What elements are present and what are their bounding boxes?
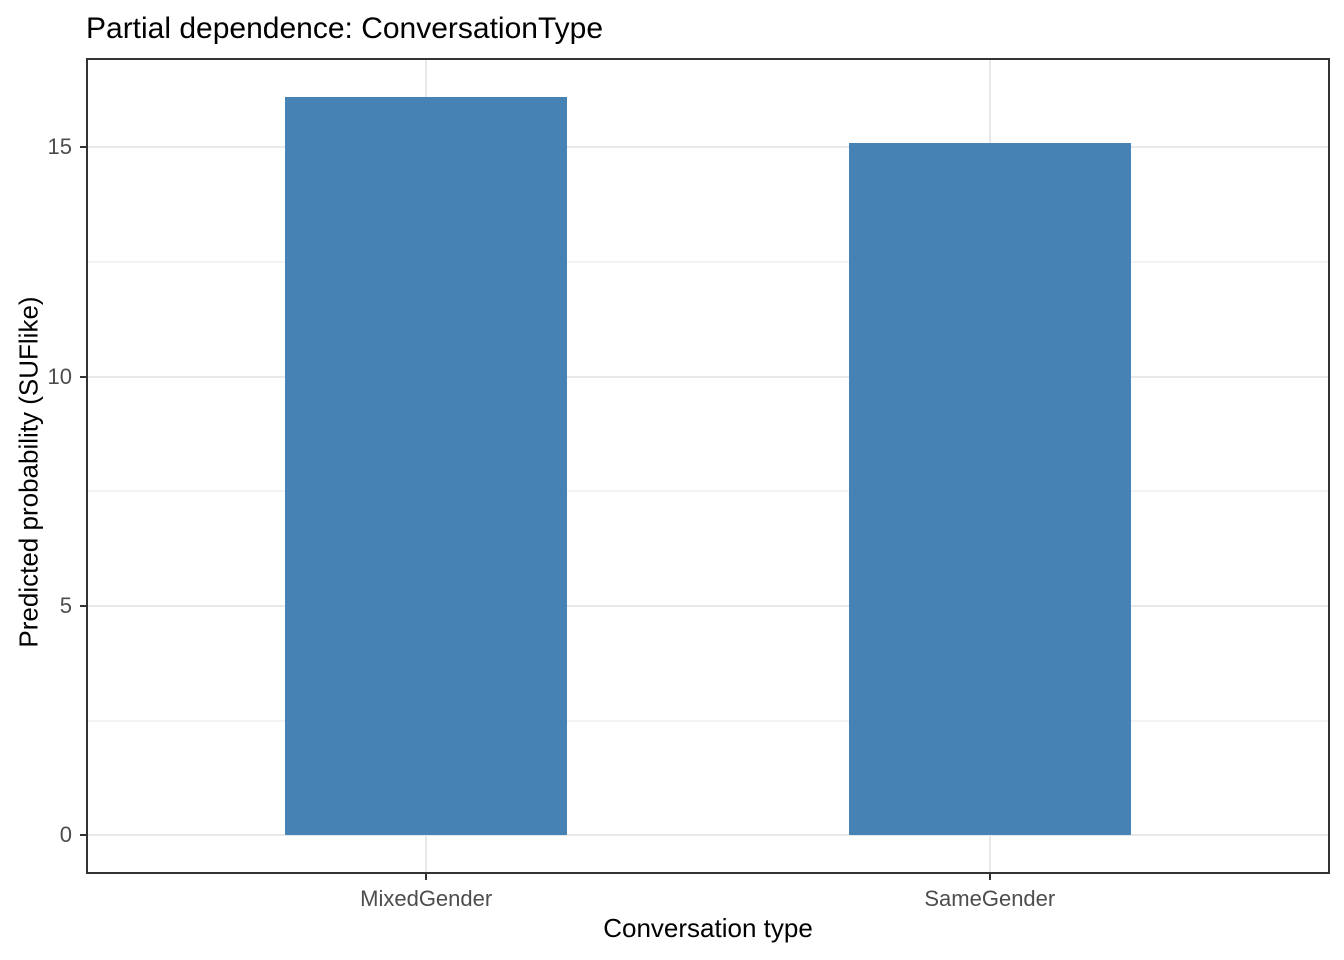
x-axis-title: Conversation type — [603, 913, 813, 943]
gridline-major — [88, 146, 1328, 149]
gridline-minor — [88, 260, 1328, 263]
y-tick-label: 0 — [59, 822, 72, 848]
gridline-major — [88, 604, 1328, 607]
x-tick-mark — [425, 872, 428, 880]
gridline-minor — [88, 719, 1328, 722]
y-tick-mark — [80, 146, 88, 149]
x-tick-mark — [988, 872, 991, 880]
y-tick-mark — [80, 834, 88, 837]
plot-panel — [86, 58, 1330, 874]
bar-MixedGender — [285, 96, 568, 836]
y-tick-label: 15 — [47, 134, 72, 160]
bars-layer — [88, 60, 1328, 872]
y-tick-label: 5 — [59, 592, 72, 618]
bar-SameGender — [848, 142, 1131, 836]
chart-title: Partial dependence: ConversationType — [86, 12, 604, 45]
x-tick-label-SameGender: SameGender — [924, 886, 1056, 911]
x-tick-label-MixedGender: MixedGender — [360, 886, 493, 911]
y-tick-label: 10 — [47, 363, 72, 389]
gridline-major — [88, 834, 1328, 837]
y-tick-mark — [80, 375, 88, 378]
gridline-major — [88, 375, 1328, 378]
y-tick-mark — [80, 604, 88, 607]
gridline-minor — [88, 490, 1328, 493]
